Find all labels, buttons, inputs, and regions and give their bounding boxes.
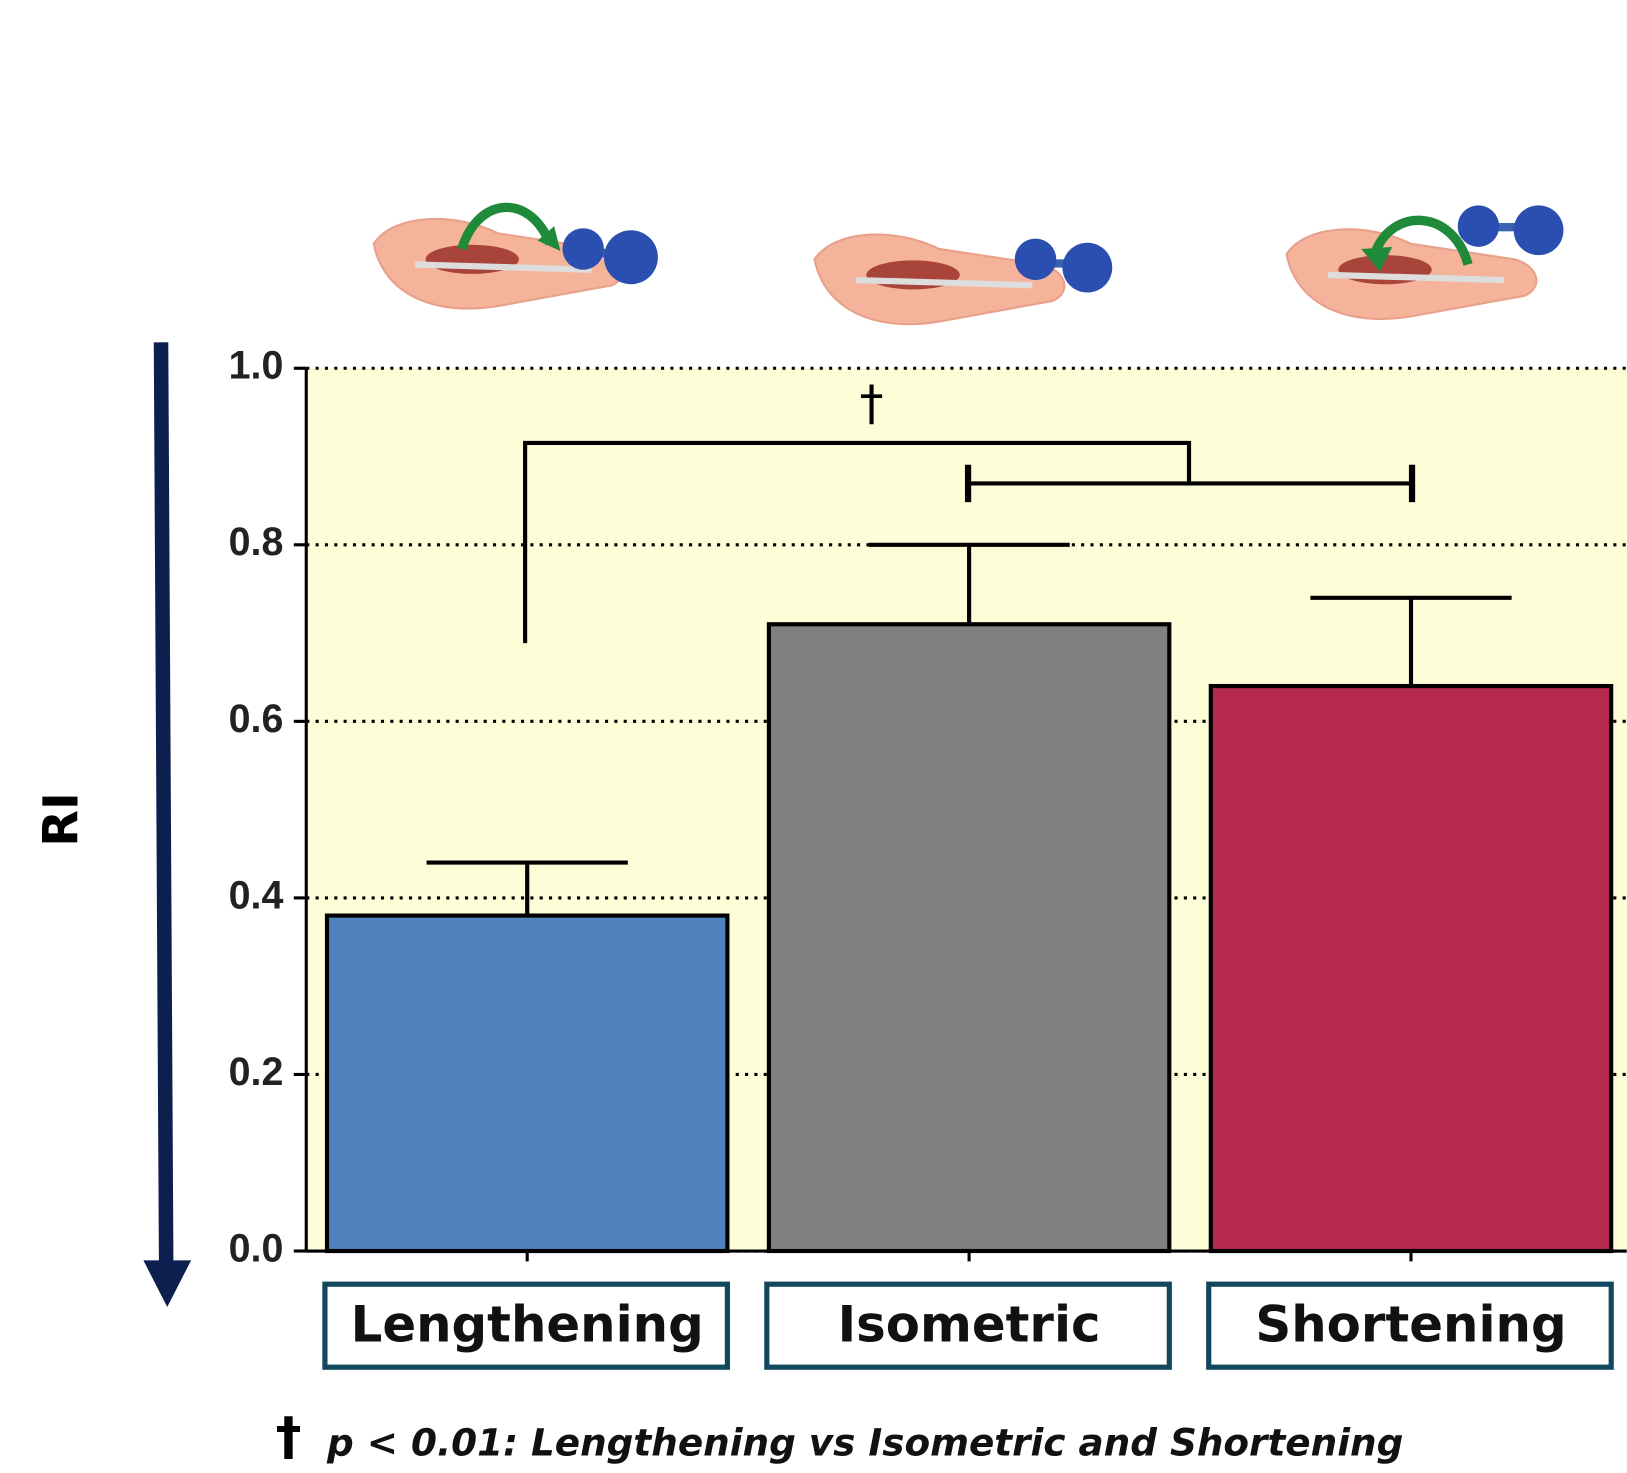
axis-arrow: [161, 342, 166, 1270]
illustration-shortening: [1287, 205, 1564, 319]
x-tick-label: Lengthening: [351, 1295, 704, 1353]
y-tick-label: 1.0: [229, 344, 284, 388]
y-tick-label: 0.6: [229, 697, 284, 741]
y-axis-label: RI: [35, 792, 90, 846]
bar: [1211, 686, 1611, 1251]
axis-arrowhead: [143, 1260, 191, 1307]
footnote: p < 0.01: Lengthening vs Isometric and S…: [326, 1420, 1403, 1464]
y-tick-label: 0.0: [229, 1226, 284, 1270]
bar: [769, 624, 1169, 1251]
illustration-lengthening: [374, 207, 658, 308]
bar: [327, 916, 727, 1251]
x-tick-label: Shortening: [1255, 1295, 1566, 1353]
footnote-marker: †: [276, 1407, 302, 1467]
y-tick-label: 0.4: [229, 873, 284, 917]
y-tick-label: 0.2: [229, 1050, 284, 1094]
chart: RI 0.0 0.2 0.4 0.6 0.8 1.0 Lengthening Isometri…: [0, 0, 1627, 1473]
x-tick-label: Isometric: [838, 1295, 1101, 1353]
significance-marker: †: [860, 377, 884, 432]
y-tick-label: 0.8: [229, 520, 284, 564]
illustration-isometric: [815, 234, 1113, 324]
